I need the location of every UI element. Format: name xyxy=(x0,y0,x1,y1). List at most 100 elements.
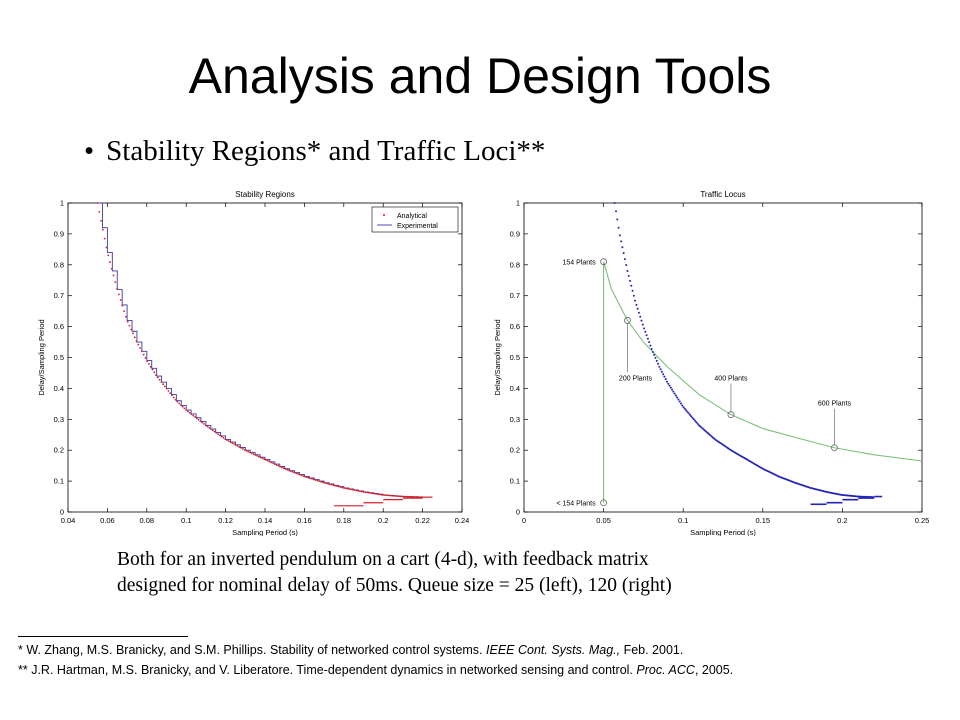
annotation-label: 400 Plants xyxy=(714,376,748,383)
data-point-stability-boundary xyxy=(691,416,694,419)
data-point-analytical xyxy=(174,398,177,401)
y-tick-label: 1 xyxy=(60,199,64,208)
data-point-analytical xyxy=(341,486,344,489)
data-point-analytical xyxy=(116,287,118,290)
y-tick-label: 0.3 xyxy=(54,415,64,424)
bullet-point: • Stability Regions* and Traffic Loci** xyxy=(84,133,545,169)
x-axis-label: Sampling Period (s) xyxy=(690,528,756,536)
data-point-analytical xyxy=(160,381,163,383)
data-point-analytical xyxy=(359,490,361,493)
data-point-analytical xyxy=(323,481,326,484)
data-point-analytical xyxy=(229,441,232,443)
data-point-analytical xyxy=(199,420,202,423)
traffic-locus-svg: Traffic Locus 0 0.05 0.1 0.15 0.2 0.25 0 0.1 0.2 0… xyxy=(493,190,929,537)
data-point-analytical xyxy=(164,385,166,388)
data-point-analytical xyxy=(167,389,170,392)
data-point-analytical xyxy=(222,436,225,439)
bullet-text: Stability Regions* and Traffic Loci** xyxy=(106,135,546,167)
data-point-analytical xyxy=(140,350,143,353)
data-point-analytical xyxy=(284,468,287,470)
data-point-analytical xyxy=(387,494,390,497)
data-point-analytical xyxy=(302,475,305,477)
data-point-analytical xyxy=(293,471,296,474)
data-point-analytical xyxy=(275,464,278,466)
data-point-analytical xyxy=(245,449,248,452)
data-point-analytical xyxy=(249,451,251,454)
data-point-stability-boundary xyxy=(632,294,635,297)
data-point-analytical xyxy=(218,434,221,437)
data-point-stability-boundary xyxy=(696,422,699,425)
data-point-analytical xyxy=(137,343,140,346)
data-point-stability-boundary xyxy=(626,269,629,272)
x-tick-label: 0.1 xyxy=(181,516,191,525)
annotation-marker xyxy=(624,317,631,324)
data-point-stability-boundary xyxy=(630,284,633,287)
traffic-locus-chart: Traffic Locus 0 0.05 0.1 0.15 0.2 0.25 0 0.1 0.2 0… xyxy=(486,186,930,537)
data-point-analytical xyxy=(155,374,157,377)
legend-label-analytical: Analytical xyxy=(397,213,427,220)
x-tick-label: 0.08 xyxy=(139,516,154,525)
data-point-analytical xyxy=(298,473,301,476)
x-tick-label: 0.06 xyxy=(100,516,115,525)
slide-title: Analysis and Design Tools xyxy=(188,48,772,104)
data-point-analytical xyxy=(263,458,266,460)
data-point-stability-boundary xyxy=(682,406,685,409)
data-point-analytical xyxy=(123,310,126,313)
data-point-stability-boundary xyxy=(692,418,695,421)
data-point-analytical xyxy=(242,448,244,450)
data-point-analytical xyxy=(227,440,230,443)
data-point-analytical xyxy=(314,479,317,481)
data-point-analytical xyxy=(110,267,113,270)
data-point-analytical xyxy=(194,416,196,418)
y-tick-label: 0.9 xyxy=(54,229,64,238)
data-point-analytical xyxy=(185,409,188,411)
data-point-analytical xyxy=(289,470,292,473)
footnote-venue: IEEE Cont. Systs. Mag., xyxy=(486,643,621,657)
figure-caption: Both for an inverted pendulum on a cart … xyxy=(117,547,672,599)
data-point-analytical xyxy=(339,486,342,488)
data-point-stability-boundary xyxy=(665,380,668,383)
footnote-marker: * xyxy=(18,643,27,657)
footnote-marker: ** xyxy=(18,663,32,677)
data-point-analytical xyxy=(149,365,152,368)
x-tick-label: 0.05 xyxy=(596,516,611,525)
data-point-stability-boundary xyxy=(662,373,665,376)
y-tick-label: 0.2 xyxy=(510,446,520,455)
data-point-analytical xyxy=(366,491,368,494)
data-point-analytical xyxy=(256,454,259,457)
data-point-stability-boundary xyxy=(683,407,686,410)
x-tick-label: 0.22 xyxy=(415,516,430,525)
data-point-stability-boundary xyxy=(671,388,674,391)
data-point-analytical xyxy=(203,423,205,425)
data-point-stability-boundary xyxy=(613,202,616,204)
data-point-analytical xyxy=(254,454,257,456)
data-point-analytical xyxy=(325,482,328,485)
data-point-analytical xyxy=(270,461,273,464)
data-point-analytical xyxy=(281,466,283,469)
data-point-stability-boundary xyxy=(690,415,693,418)
data-point-analytical xyxy=(215,431,218,434)
data-point-analytical xyxy=(286,468,289,471)
data-point-stability-boundary xyxy=(697,424,700,427)
data-point-stability-boundary xyxy=(654,356,657,359)
data-point-analytical xyxy=(126,320,129,323)
footnote-venue: Proc. ACC xyxy=(636,663,695,677)
data-point-analytical xyxy=(224,438,227,441)
data-point-stability-boundary xyxy=(673,392,676,395)
data-point-analytical xyxy=(259,456,262,459)
data-point-analytical xyxy=(243,448,246,451)
data-point-analytical xyxy=(417,496,420,498)
data-point-stability-boundary xyxy=(688,413,691,416)
data-point-analytical xyxy=(396,495,399,497)
data-point-analytical xyxy=(343,487,345,489)
y-tick-label: 0.5 xyxy=(510,353,520,362)
y-tick-label: 0.8 xyxy=(54,260,64,269)
y-axis-label: Delay/Sampling Period xyxy=(493,319,502,395)
x-tick-label: 0.14 xyxy=(258,516,273,525)
data-point-analytical xyxy=(378,493,381,496)
data-point-analytical xyxy=(273,463,276,466)
data-point-analytical xyxy=(257,455,260,458)
data-point-analytical xyxy=(312,478,315,481)
data-point-analytical xyxy=(144,357,147,359)
data-point-analytical xyxy=(231,442,234,444)
